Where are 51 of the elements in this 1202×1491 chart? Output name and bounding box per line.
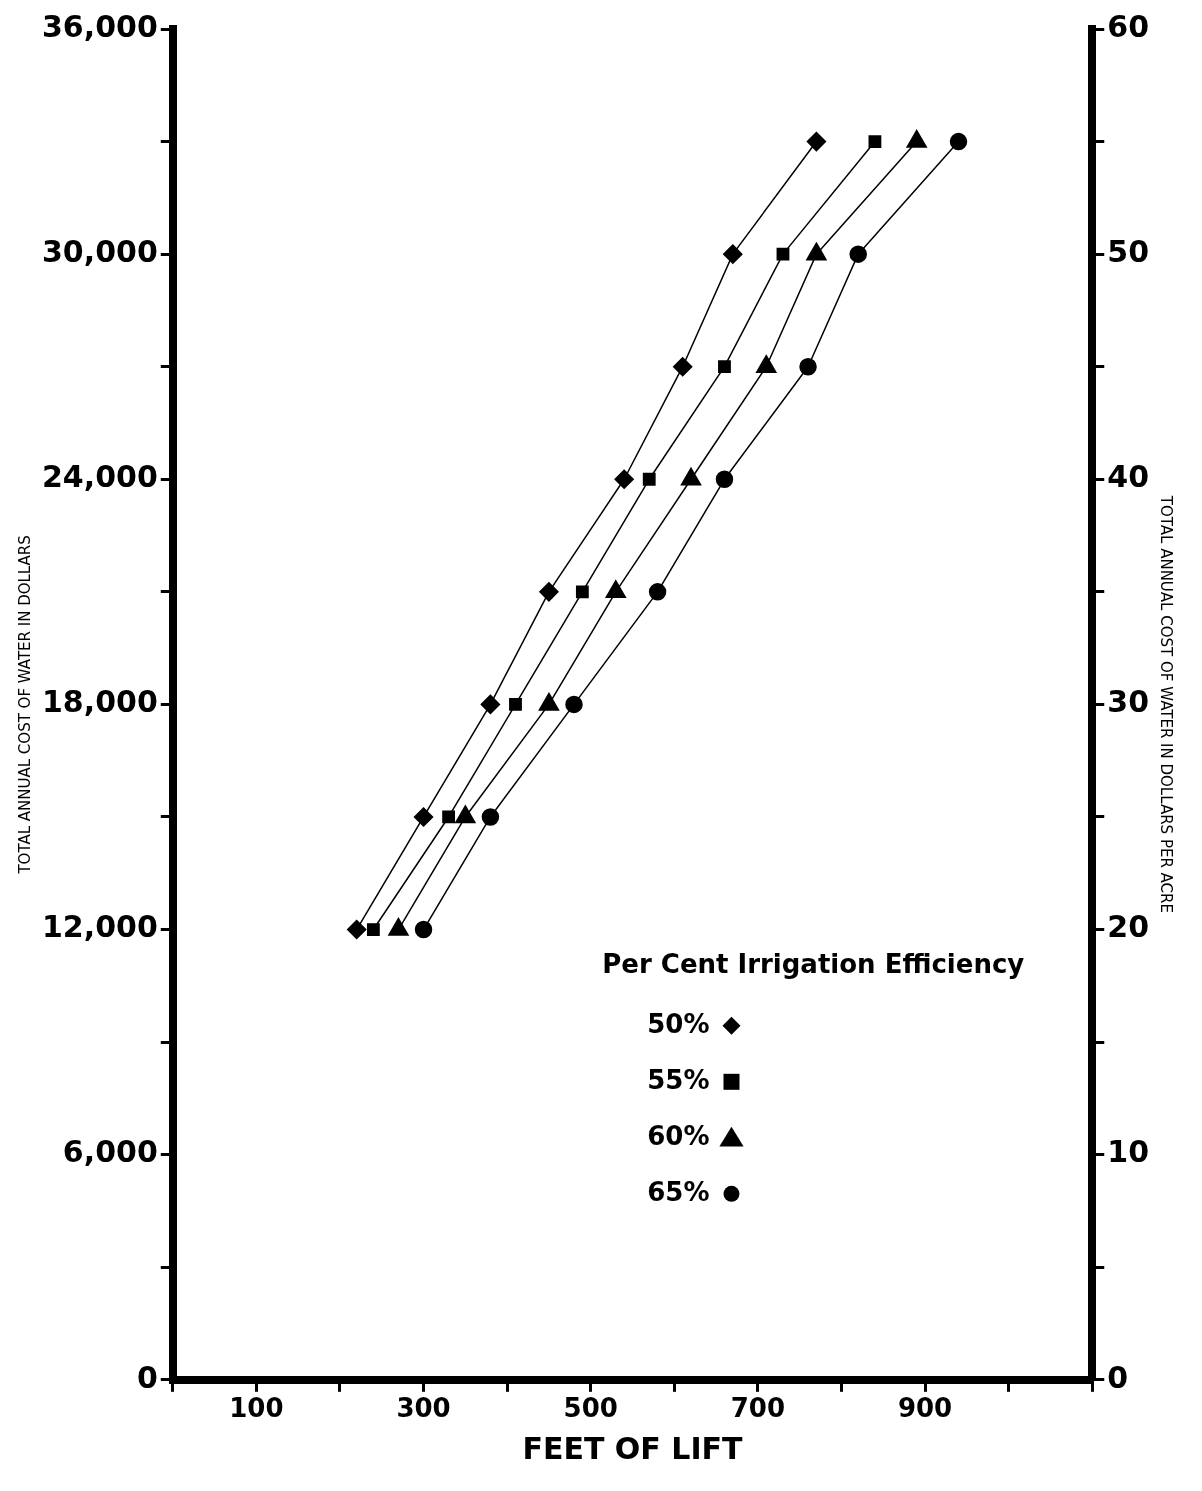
x-axis-title: FEET OF LIFT — [522, 1430, 744, 1466]
point — [366, 923, 380, 936]
point — [565, 695, 583, 714]
point — [648, 583, 667, 601]
y2-tick-label: 40 — [1107, 459, 1149, 495]
legend-label: 60% — [647, 1120, 710, 1151]
point — [718, 360, 731, 374]
y-tick-label: 24,000 — [41, 459, 158, 495]
x-tick-label: 900 — [897, 1393, 953, 1424]
y-tick-label: 18,000 — [41, 684, 158, 720]
y2-axis-title: TOTAL ANNUAL COST OF WATER IN DOLLARS PER ACRE — [1157, 494, 1176, 913]
point — [949, 132, 968, 151]
legend-label: 50% — [647, 1008, 710, 1039]
point — [806, 131, 827, 152]
point — [614, 469, 634, 490]
point — [776, 247, 790, 261]
y2-tick-label: 0 — [1107, 1359, 1129, 1395]
point — [672, 356, 693, 377]
x-tick-label: 300 — [396, 1393, 451, 1424]
y2-tick-label: 50 — [1107, 233, 1149, 269]
point — [799, 357, 817, 376]
point — [868, 135, 882, 148]
y2-tick-label: 30 — [1107, 684, 1149, 720]
x-tick-label: 500 — [563, 1393, 618, 1424]
y2-tick-label: 60 — [1107, 8, 1149, 44]
y-tick-label: 12,000 — [41, 909, 158, 945]
y-tick-label: 36,000 — [41, 8, 158, 44]
point — [509, 697, 522, 711]
point — [346, 919, 367, 940]
point — [539, 582, 559, 602]
point — [715, 470, 734, 489]
point — [849, 245, 867, 263]
point — [723, 244, 743, 264]
y-tick-label: 0 — [136, 1359, 158, 1395]
point — [642, 472, 656, 486]
y2-tick-label: 20 — [1107, 909, 1149, 945]
x-tick-label: 700 — [730, 1393, 786, 1424]
point — [480, 694, 501, 715]
y2-tick-label: 10 — [1107, 1134, 1149, 1170]
legend-label: 65% — [647, 1176, 710, 1207]
point — [442, 810, 456, 824]
legend-label: 55% — [647, 1064, 710, 1095]
point — [414, 920, 433, 939]
x-tick-label: 100 — [229, 1393, 284, 1424]
y-tick-label: 6,000 — [62, 1134, 158, 1170]
y-tick-label: 30,000 — [41, 233, 158, 269]
legend-title: Per Cent Irrigation Efficiency — [602, 948, 1025, 979]
point — [413, 807, 434, 827]
y-axis-title: TOTAL ANNUAL COST OF WATER IN DOLLARS — [15, 535, 34, 875]
point — [481, 808, 500, 826]
point — [575, 585, 589, 599]
